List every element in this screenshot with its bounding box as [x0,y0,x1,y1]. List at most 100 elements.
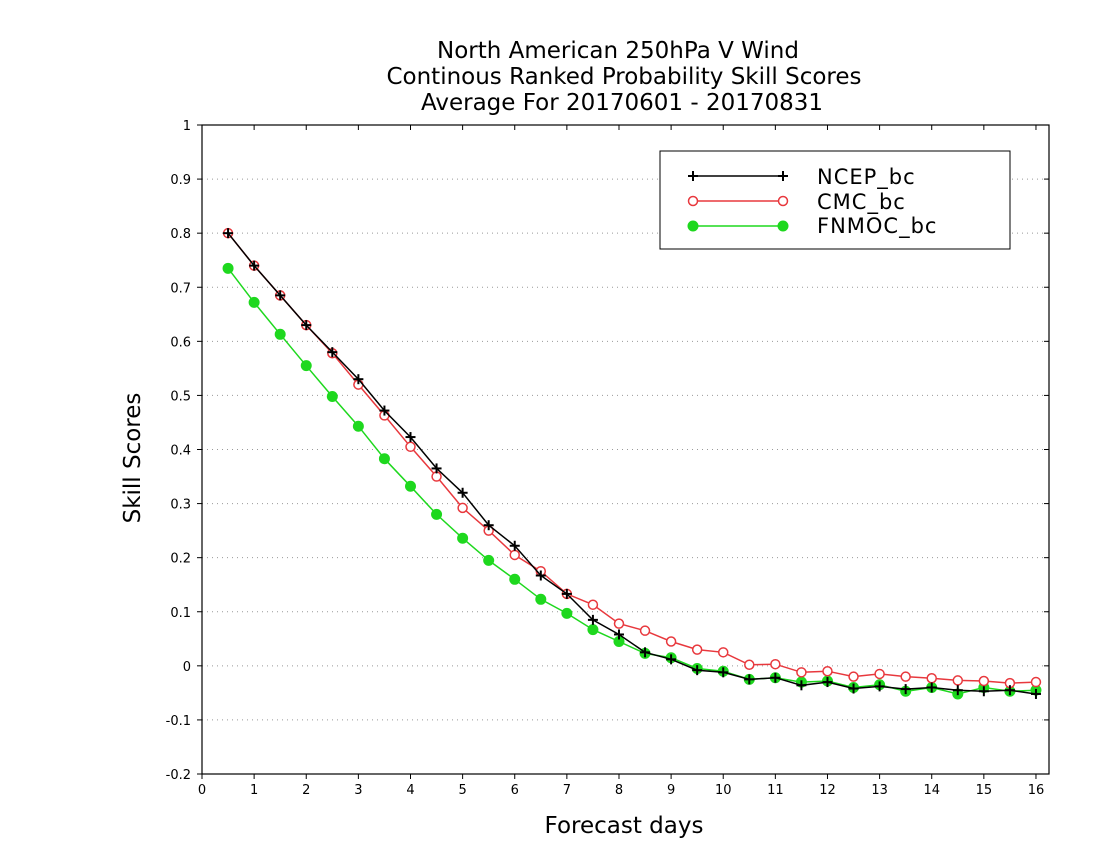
data-point [301,320,312,331]
y-tick-label: 0 [183,660,191,675]
data-point [952,675,964,686]
series-cmc-bc [222,227,1042,689]
x-tick-label: 8 [615,783,623,798]
data-point [587,624,599,636]
legend-label-fnmoc: FNMOC_bc [817,214,937,239]
data-point [587,599,599,610]
data-point [275,290,286,301]
data-point [222,262,234,274]
y-tick-label: 1 [183,119,191,134]
data-point [640,647,651,658]
y-tick-label: 0.2 [170,552,191,567]
data-point [431,463,442,474]
series-line [227,232,1037,695]
x-tick-label: 1 [250,783,258,798]
data-point [587,614,598,625]
legend-samples [687,171,789,232]
x-tick-label: 14 [923,783,940,798]
legend-marker [687,195,699,207]
data-point [692,665,703,676]
y-tick-label: 0.6 [170,335,191,350]
x-tick-label: 10 [715,783,732,798]
data-point [613,618,625,629]
y-tick-label: 0.8 [170,227,191,242]
data-point [457,502,468,514]
x-tick-label: 9 [667,783,675,798]
legend-marker [778,171,788,181]
x-tick-label: 16 [1028,783,1045,798]
x-tick-label: 7 [563,783,571,798]
data-point [405,441,416,453]
x-tick-label: 2 [302,783,310,798]
legend-sample-cmc-bc [687,195,789,207]
data-point [404,480,416,492]
x-tick-label: 0 [198,783,206,798]
y-tick-label: 0.4 [170,444,191,459]
data-point [483,554,495,566]
data-point [248,296,260,308]
data-point [874,681,885,692]
legend-label-cmc: CMC_bc [817,190,906,215]
data-point [900,671,911,682]
data-point [483,520,494,531]
data-point [249,260,260,271]
data-point [848,683,859,694]
data-point [274,328,286,340]
series-line [227,232,1037,684]
x-tick-label: 3 [354,783,362,798]
y-tick-label: 0.9 [170,173,191,188]
data-point [978,686,989,697]
data-point [561,588,572,599]
data-point [405,432,416,443]
data-point [666,654,677,665]
data-point [353,374,364,385]
data-point [978,675,990,687]
title-line-1: North American 250hPa V Wind [437,38,799,64]
data-point [926,682,937,693]
data-point [535,593,547,605]
axis-ticks: -0.2-0.100.10.20.30.40.50.60.70.80.910 1 2… [166,119,1049,798]
series-ncep-bc [223,228,1041,699]
legend-marker [687,220,699,232]
data-point [327,347,338,358]
y-tick-label: -0.2 [166,768,191,783]
legend-box [659,150,1011,250]
data-point [744,674,755,685]
data-point [379,405,390,416]
series-fnmoc-bc [222,262,1042,700]
y-tick-label: 0.1 [170,606,191,621]
x-axis-label: Forecast days [545,813,704,839]
data-point [509,573,521,585]
data-point [561,607,573,619]
data-point [223,228,234,239]
data-point [326,390,338,402]
data-point [509,540,520,551]
legend-marker [777,195,789,207]
data-point [744,659,755,671]
data-point [457,487,468,498]
data-point [639,625,651,636]
data-point [770,658,781,670]
data-point [796,667,807,678]
data-point [717,647,729,658]
data-point [535,570,546,581]
x-tick-label: 13 [871,783,888,798]
x-tick-label: 11 [767,783,784,798]
legend-label-ncep: NCEP_bc [817,165,916,190]
x-tick-label: 12 [819,783,836,798]
x-tick-label: 4 [406,783,414,798]
data-point [718,667,729,678]
y-tick-label: 0.7 [170,281,191,296]
data-point [352,420,364,432]
legend-sample-fnmoc-bc [687,220,789,232]
y-tick-label: 0.5 [170,389,191,404]
legend-marker [777,220,789,232]
data-point [770,672,781,683]
series-line [227,267,1037,695]
data-point [796,680,807,691]
x-tick-label: 5 [458,783,466,798]
data-point [1004,685,1015,696]
y-tick-label: 0.3 [170,498,191,513]
data-point [900,684,911,695]
